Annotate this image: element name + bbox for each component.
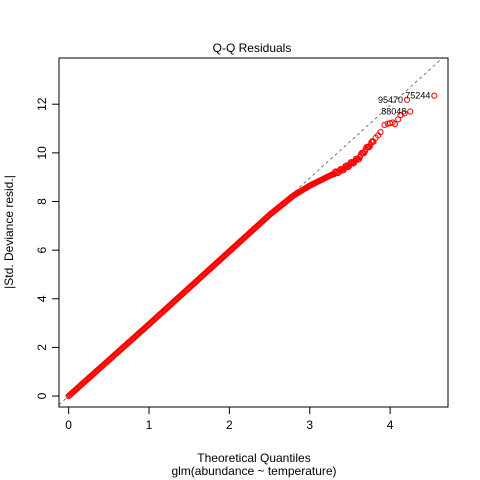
- qq-point: [431, 92, 438, 99]
- qq-point: [407, 108, 414, 115]
- qq-point: [403, 96, 411, 103]
- y-tick-label: 10: [35, 146, 49, 160]
- point-label: 75244: [405, 91, 430, 101]
- chart-title: Q-Q Residuals: [213, 41, 292, 55]
- x-tick-label: 0: [65, 418, 72, 432]
- x-tick-label: 1: [146, 418, 153, 432]
- qq-point: [381, 121, 388, 128]
- qq-point: [345, 163, 352, 171]
- y-axis: 0 2 4 6 8 10 12: [35, 97, 60, 399]
- y-axis-label: |Std. Deviance resid.|: [2, 175, 16, 289]
- x-axis: 0 1 2 3 4: [65, 406, 394, 432]
- qq-point: [332, 168, 339, 175]
- y-tick-label: 0: [35, 392, 49, 399]
- y-tick-label: 2: [35, 344, 49, 351]
- y-tick-label: 12: [35, 97, 49, 111]
- x-tick-label: 2: [226, 418, 233, 432]
- y-tick-label: 4: [35, 295, 49, 302]
- x-axis-label: Theoretical Quantiles: [197, 451, 310, 465]
- chart-subtitle: glm(abundance ~ temperature): [171, 464, 336, 478]
- y-tick-label: 6: [35, 246, 49, 253]
- x-tick-label: 3: [306, 418, 313, 432]
- point-label: 88048: [381, 107, 406, 117]
- points-layer: [65, 92, 438, 400]
- qq-point: [377, 129, 384, 136]
- qq-point: [391, 121, 399, 128]
- qq-point: [401, 110, 408, 117]
- qq-point: [397, 112, 404, 119]
- x-tick-label: 4: [387, 418, 394, 432]
- point-label: 95470: [378, 95, 403, 105]
- y-tick-label: 8: [35, 198, 49, 205]
